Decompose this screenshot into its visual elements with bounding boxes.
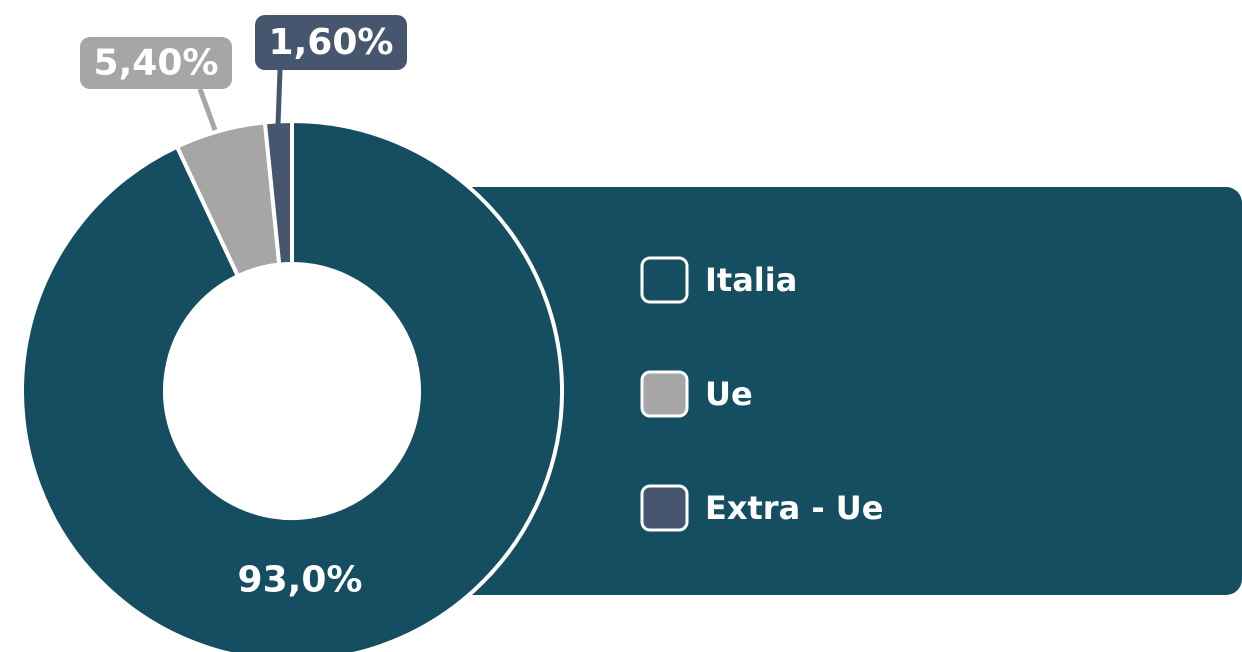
legend-label: Italia [705,261,797,299]
value-label-box [80,37,232,89]
value-label: 5,40% [94,43,219,84]
legend-marker [640,370,689,418]
legend-label: Extra - Ue [705,489,883,527]
leader-line [197,88,218,131]
slice [262,118,294,267]
value-label-box [255,15,407,70]
legend-marker [640,256,689,304]
value-label: 1,60% [269,22,394,63]
slice [20,118,564,652]
leader-line [275,69,283,126]
legend-label: Ue [705,375,753,413]
value-label: 93,0% [238,560,363,601]
legend-marker [640,484,689,532]
